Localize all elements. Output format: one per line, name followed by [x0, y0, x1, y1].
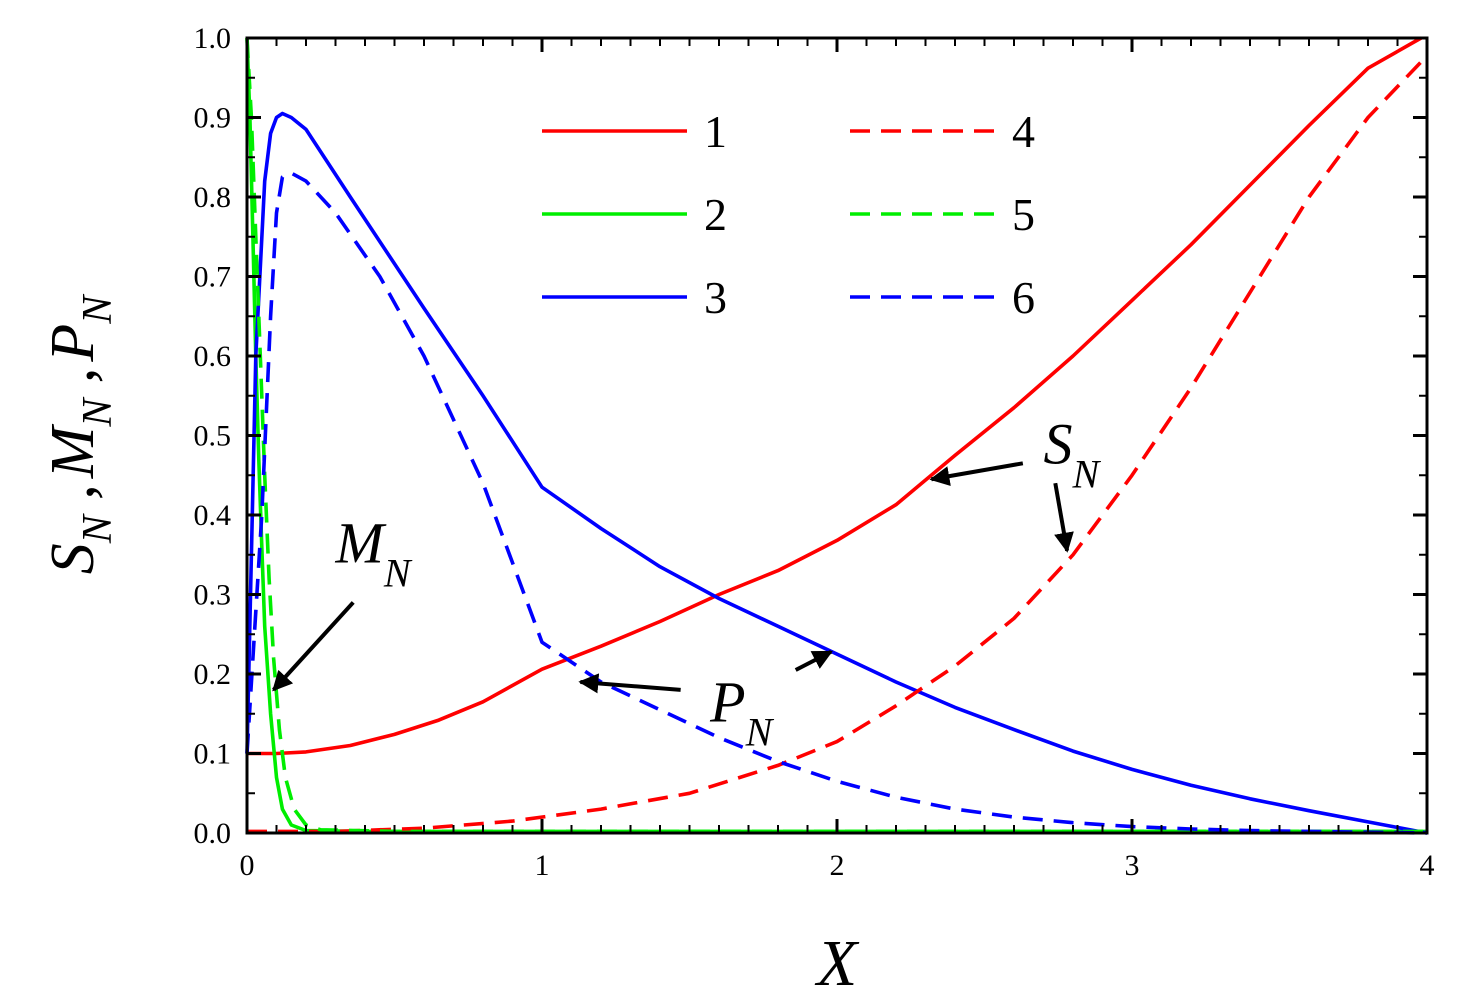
x-tick-label: 2 — [830, 849, 845, 882]
y-tick-label: 0.0 — [194, 817, 232, 850]
x-tick-label: 3 — [1125, 849, 1140, 882]
annotation-sub: N — [383, 551, 413, 596]
legend-label-5: 5 — [1012, 189, 1035, 240]
y-axis-title-sep: , — [39, 484, 107, 515]
y-tick-label: 0.5 — [194, 420, 232, 453]
x-tick-label: 4 — [1420, 849, 1435, 882]
series-line-3 — [245, 111, 1428, 835]
y-axis-title: SN ,MN ,PN — [39, 294, 121, 575]
y-axis-title-sub: N — [75, 294, 121, 325]
x-axis-title: X — [814, 927, 860, 1000]
series-line-2 — [245, 37, 1427, 834]
y-tick-label: 1.0 — [194, 22, 232, 55]
annotation-pn: PN — [709, 670, 774, 755]
legend-label-2: 2 — [704, 189, 727, 240]
y-tick-label: 0.6 — [194, 340, 232, 373]
y-tick-label: 0.1 — [194, 738, 232, 771]
annotation-main: S — [1044, 411, 1073, 476]
series-line-6 — [245, 171, 1428, 835]
y-tick-label: 0.3 — [194, 579, 232, 612]
annotation-main: M — [335, 511, 387, 576]
y-tick-label: 0.9 — [194, 102, 232, 135]
legend-label-6: 6 — [1012, 272, 1035, 323]
annotation-main: P — [709, 670, 745, 735]
x-tick-label: 1 — [535, 849, 550, 882]
annotation-arrow — [578, 673, 681, 694]
legend: 1 2 3 4 5 6 — [542, 106, 1035, 323]
x-tick-label: 0 — [240, 849, 255, 882]
annotation-arrow — [1053, 482, 1074, 553]
plot-frame — [245, 36, 1429, 835]
y-tick-label: 0.4 — [194, 499, 232, 532]
annotation-arrow — [929, 461, 1024, 486]
y-axis-title-main: M — [39, 423, 107, 479]
legend-label-1: 1 — [704, 106, 727, 157]
y-axis-title-main: P — [39, 324, 107, 363]
legend-label-4: 4 — [1012, 106, 1035, 157]
series-layer — [245, 36, 1428, 835]
axes-layer: 0 1 2 3 4 0.0 0.1 0.2 0.3 0.4 0.5 0.6 0.7 0.8 0.9 1.0 X S… — [39, 22, 1435, 1000]
annotation-sn: SN — [1044, 411, 1102, 496]
annotation-arrow — [272, 601, 355, 692]
annotation-arrow — [794, 649, 833, 672]
legend-label-3: 3 — [704, 272, 727, 323]
annotation-sub: N — [1072, 451, 1102, 496]
y-axis-title-sep: , — [39, 368, 107, 399]
y-axis-title-sub: N — [75, 513, 121, 544]
series-line-1 — [247, 36, 1422, 756]
annotation-sub: N — [745, 710, 775, 755]
y-tick-label: 0.8 — [194, 181, 232, 214]
y-tick-label: 0.2 — [194, 658, 232, 691]
y-axis-title-main: S — [39, 543, 107, 574]
series-line-4 — [247, 60, 1423, 834]
annotation-mn: MN — [335, 511, 413, 596]
series-line-5 — [245, 37, 1427, 834]
y-tick-label: 0.7 — [194, 261, 232, 294]
y-axis-title-sub: N — [75, 397, 121, 428]
